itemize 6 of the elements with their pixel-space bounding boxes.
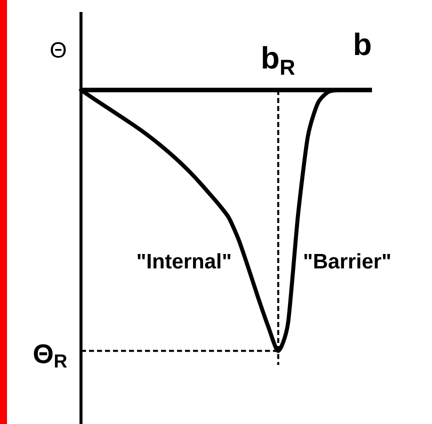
y-axis-title: Θ [50,42,66,58]
x-axis-title: b [354,32,371,56]
annotation: "Internal" [138,253,230,269]
text: b$_{R}$ [262,46,295,75]
ref-line-label: Θ$_{R}$ [34,344,67,368]
annotation: "Barrier" [304,253,390,269]
